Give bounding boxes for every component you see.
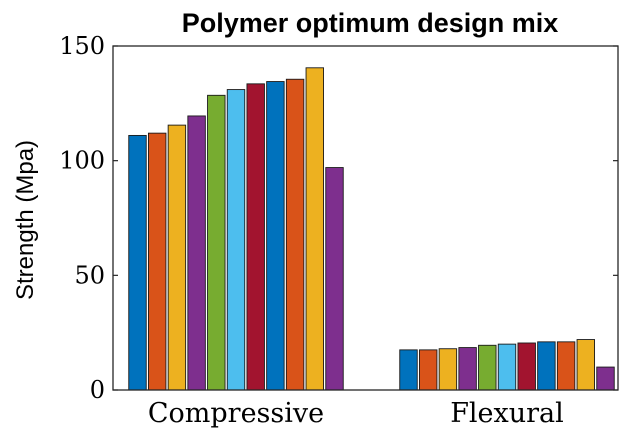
bars-group (128, 67, 615, 391)
chart-title: Polymer optimum design mix (182, 8, 559, 38)
plot-area-frame (112, 45, 619, 391)
bar-flexural-4 (458, 347, 477, 391)
bar-compressive-1 (128, 134, 147, 391)
bar-compressive-6 (226, 89, 246, 391)
bar-compressive-2 (147, 132, 167, 391)
bar-flexural-8 (537, 341, 556, 391)
y-tick-label-100: 100 (59, 147, 105, 175)
bar-compressive-8 (266, 81, 285, 391)
y-axis-label: Strength (Mpa) (12, 140, 39, 300)
y-axis-ticks: 0 50 100 150 (59, 32, 618, 404)
bar-flexural-1 (399, 349, 418, 391)
bar-compressive-3 (167, 124, 187, 391)
bar-flexural-9 (556, 341, 576, 391)
bar-compressive-10 (305, 67, 324, 391)
bar-flexural-11 (596, 366, 615, 391)
bar-flexural-5 (478, 344, 497, 391)
bar-compressive-9 (285, 78, 305, 391)
bar-compressive-4 (187, 115, 206, 391)
bar-compressive-11 (325, 167, 344, 391)
bar-flexural-7 (517, 342, 536, 391)
x-axis-categories: Compressive Flexural (148, 398, 564, 429)
bar-flexural-3 (438, 348, 458, 391)
y-tick-label-150: 150 (59, 32, 105, 60)
bar-compressive-7 (246, 83, 265, 391)
x-category-label-flexural: Flexural (450, 398, 564, 429)
bar-compressive-5 (207, 94, 226, 391)
x-category-label-compressive: Compressive (148, 398, 324, 429)
y-tick-label-0: 0 (90, 376, 105, 404)
bar-flexural-2 (419, 349, 438, 391)
bar-flexural-10 (576, 339, 595, 391)
y-tick-label-50: 50 (74, 261, 105, 289)
bar-flexural-6 (497, 343, 517, 391)
